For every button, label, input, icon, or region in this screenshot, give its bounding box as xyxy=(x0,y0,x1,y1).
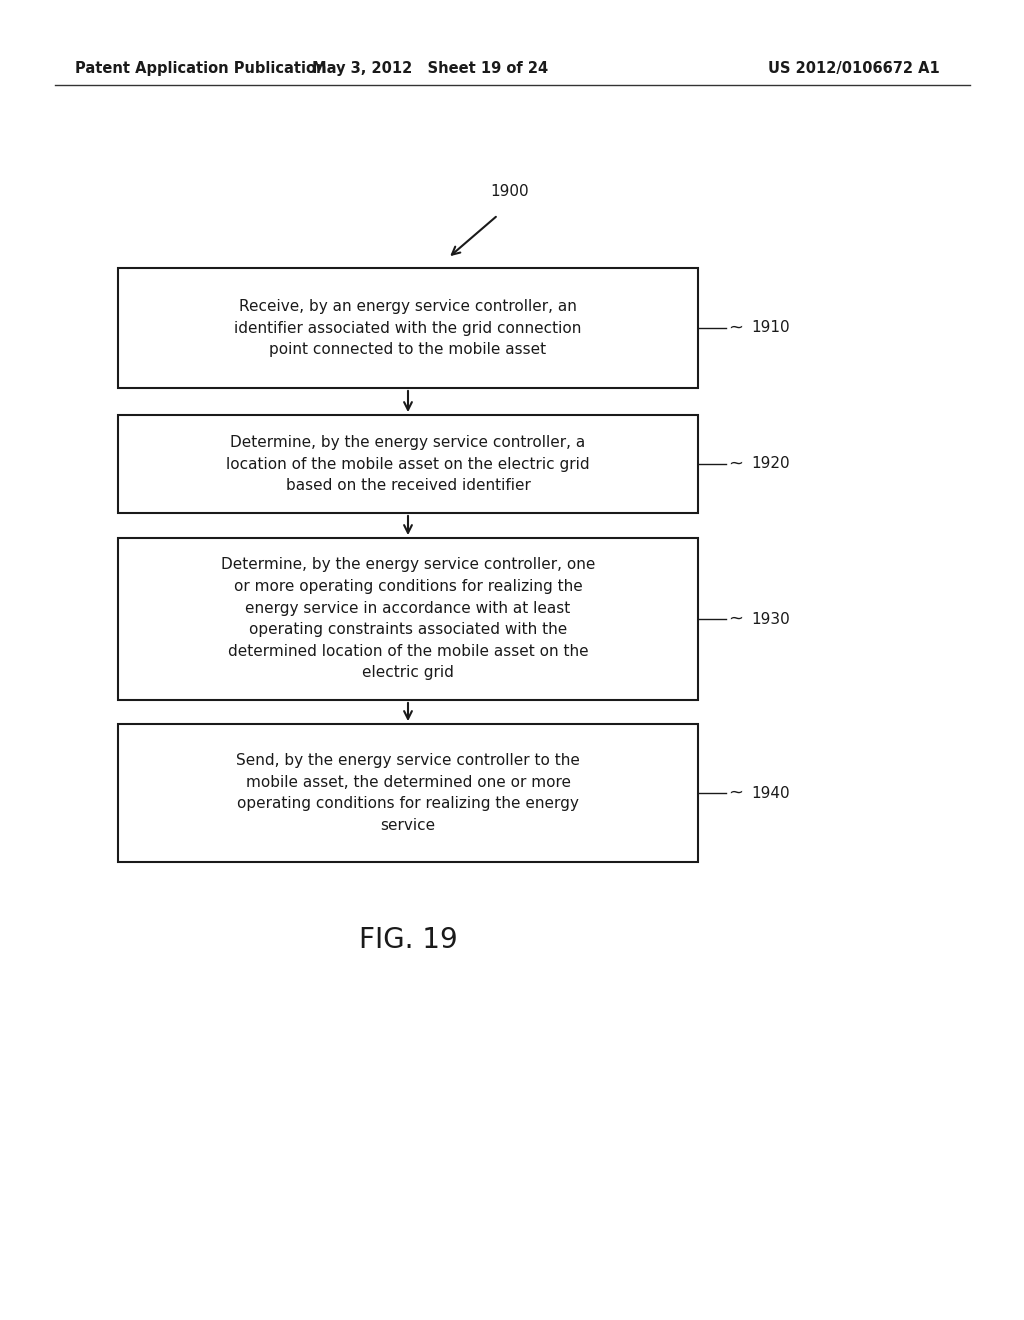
Text: Receive, by an energy service controller, an
identifier associated with the grid: Receive, by an energy service controller… xyxy=(234,298,582,358)
Text: ~: ~ xyxy=(728,455,743,473)
Text: Determine, by the energy service controller, a
location of the mobile asset on t: Determine, by the energy service control… xyxy=(226,434,590,494)
Text: 1920: 1920 xyxy=(751,457,790,471)
Text: May 3, 2012   Sheet 19 of 24: May 3, 2012 Sheet 19 of 24 xyxy=(312,61,548,75)
Text: FIG. 19: FIG. 19 xyxy=(358,927,458,954)
Text: 1900: 1900 xyxy=(490,185,528,199)
Bar xyxy=(118,539,698,700)
Text: 1930: 1930 xyxy=(751,611,790,627)
Text: ~: ~ xyxy=(728,784,743,803)
Text: Patent Application Publication: Patent Application Publication xyxy=(75,61,327,75)
Text: 1940: 1940 xyxy=(751,785,790,800)
Bar xyxy=(118,268,698,388)
Bar xyxy=(118,723,698,862)
Text: ~: ~ xyxy=(728,319,743,337)
Text: ~: ~ xyxy=(728,610,743,628)
Text: 1910: 1910 xyxy=(751,321,790,335)
Text: Determine, by the energy service controller, one
or more operating conditions fo: Determine, by the energy service control… xyxy=(221,557,595,681)
Text: US 2012/0106672 A1: US 2012/0106672 A1 xyxy=(768,61,940,75)
Text: Send, by the energy service controller to the
mobile asset, the determined one o: Send, by the energy service controller t… xyxy=(237,754,580,833)
Bar xyxy=(118,414,698,513)
